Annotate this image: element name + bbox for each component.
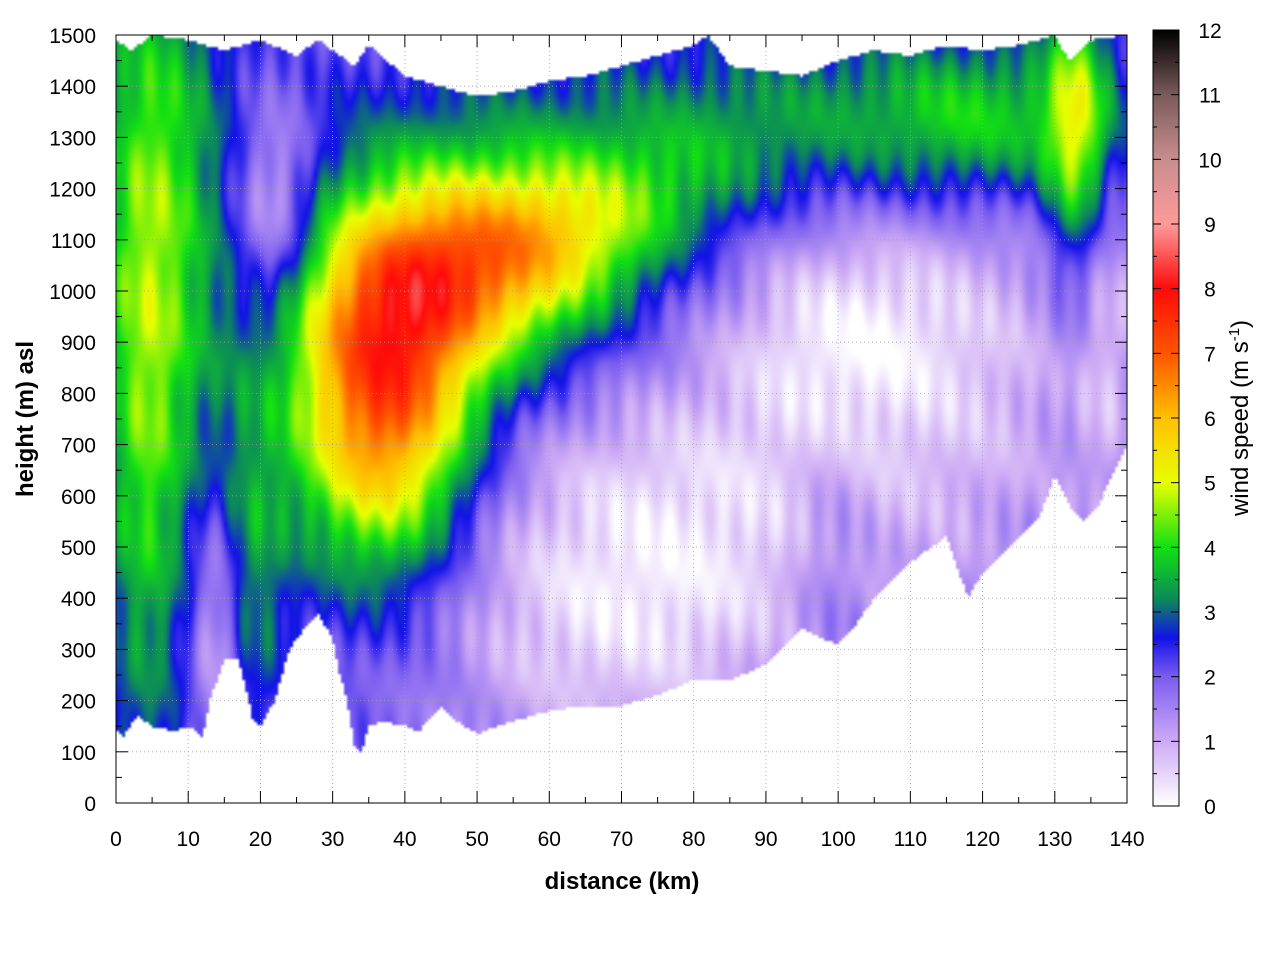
y-tick-label: 1200 <box>49 179 96 202</box>
x-tick-label: 90 <box>754 828 777 851</box>
x-tick-label: 10 <box>177 828 200 851</box>
colorbar-ticks <box>1153 29 1179 807</box>
y-tick-label: 400 <box>61 588 96 611</box>
colorbar-tick-label: 5 <box>1204 473 1216 496</box>
x-axis-tick-labels: 0 10 20 30 40 50 60 70 80 90 100 110 120 130 140 <box>110 828 1144 851</box>
x-tick-label: 30 <box>321 828 344 851</box>
x-tick-label: 120 <box>965 828 1000 851</box>
y-tick-label: 1400 <box>49 76 96 99</box>
y-tick-label: 200 <box>61 691 96 714</box>
x-tick-label: 140 <box>1109 828 1144 851</box>
x-axis-title: distance (km) <box>545 868 700 895</box>
colorbar-title: wind speed (m s-1) <box>1226 320 1254 517</box>
y-tick-label: 1100 <box>51 230 96 253</box>
colorbar-tick-label: 10 <box>1198 149 1221 172</box>
x-tick-label: 50 <box>465 828 488 851</box>
axis-ticks <box>115 34 1128 804</box>
x-tick-label: 0 <box>110 828 122 851</box>
colorbar-tick-label: 12 <box>1198 20 1221 43</box>
x-tick-label: 130 <box>1037 828 1072 851</box>
colorbar-tick-label: 9 <box>1204 214 1216 237</box>
colorbar-tick-label: 4 <box>1204 537 1216 560</box>
x-tick-label: 80 <box>682 828 705 851</box>
colorbar-tick-label: 6 <box>1204 408 1216 431</box>
colorbar-title-main: wind speed (m s <box>1227 341 1254 517</box>
x-tick-label: 40 <box>393 828 416 851</box>
grid <box>116 35 1127 803</box>
x-tick-label: 100 <box>821 828 856 851</box>
y-tick-label: 1000 <box>49 281 96 304</box>
y-tick-label: 500 <box>61 537 96 560</box>
x-tick-label: 70 <box>610 828 633 851</box>
y-axis-title: height (m) asl <box>12 341 39 497</box>
y-tick-label: 0 <box>84 793 96 816</box>
x-tick-label: 60 <box>538 828 561 851</box>
colorbar-tick-label: 2 <box>1204 667 1216 690</box>
colorbar-tick-label: 7 <box>1204 343 1216 366</box>
y-tick-label: 1500 <box>49 25 96 48</box>
y-tick-label: 900 <box>61 332 96 355</box>
y-tick-label: 600 <box>61 486 96 509</box>
colorbar-tick-label: 1 <box>1204 731 1216 754</box>
colorbar-tick-label: 8 <box>1204 279 1216 302</box>
y-tick-label: 1300 <box>49 127 96 150</box>
colorbar-title-close: ) <box>1227 320 1254 328</box>
colorbar-tick-label: 11 <box>1199 85 1221 108</box>
colorbar-tick-label: 0 <box>1204 796 1216 819</box>
colorbar-title-superscript: -1 <box>1226 328 1243 341</box>
colorbar-tick-label: 3 <box>1204 602 1216 625</box>
y-tick-label: 700 <box>61 435 96 458</box>
x-tick-label: 20 <box>249 828 272 851</box>
x-tick-label: 110 <box>894 828 927 851</box>
y-tick-label: 800 <box>61 383 96 406</box>
y-tick-label: 100 <box>61 742 96 765</box>
y-axis-tick-labels: 0 100 200 300 400 500 600 700 800 900 1000 1100 1200… <box>49 25 96 816</box>
y-tick-label: 300 <box>61 639 96 662</box>
